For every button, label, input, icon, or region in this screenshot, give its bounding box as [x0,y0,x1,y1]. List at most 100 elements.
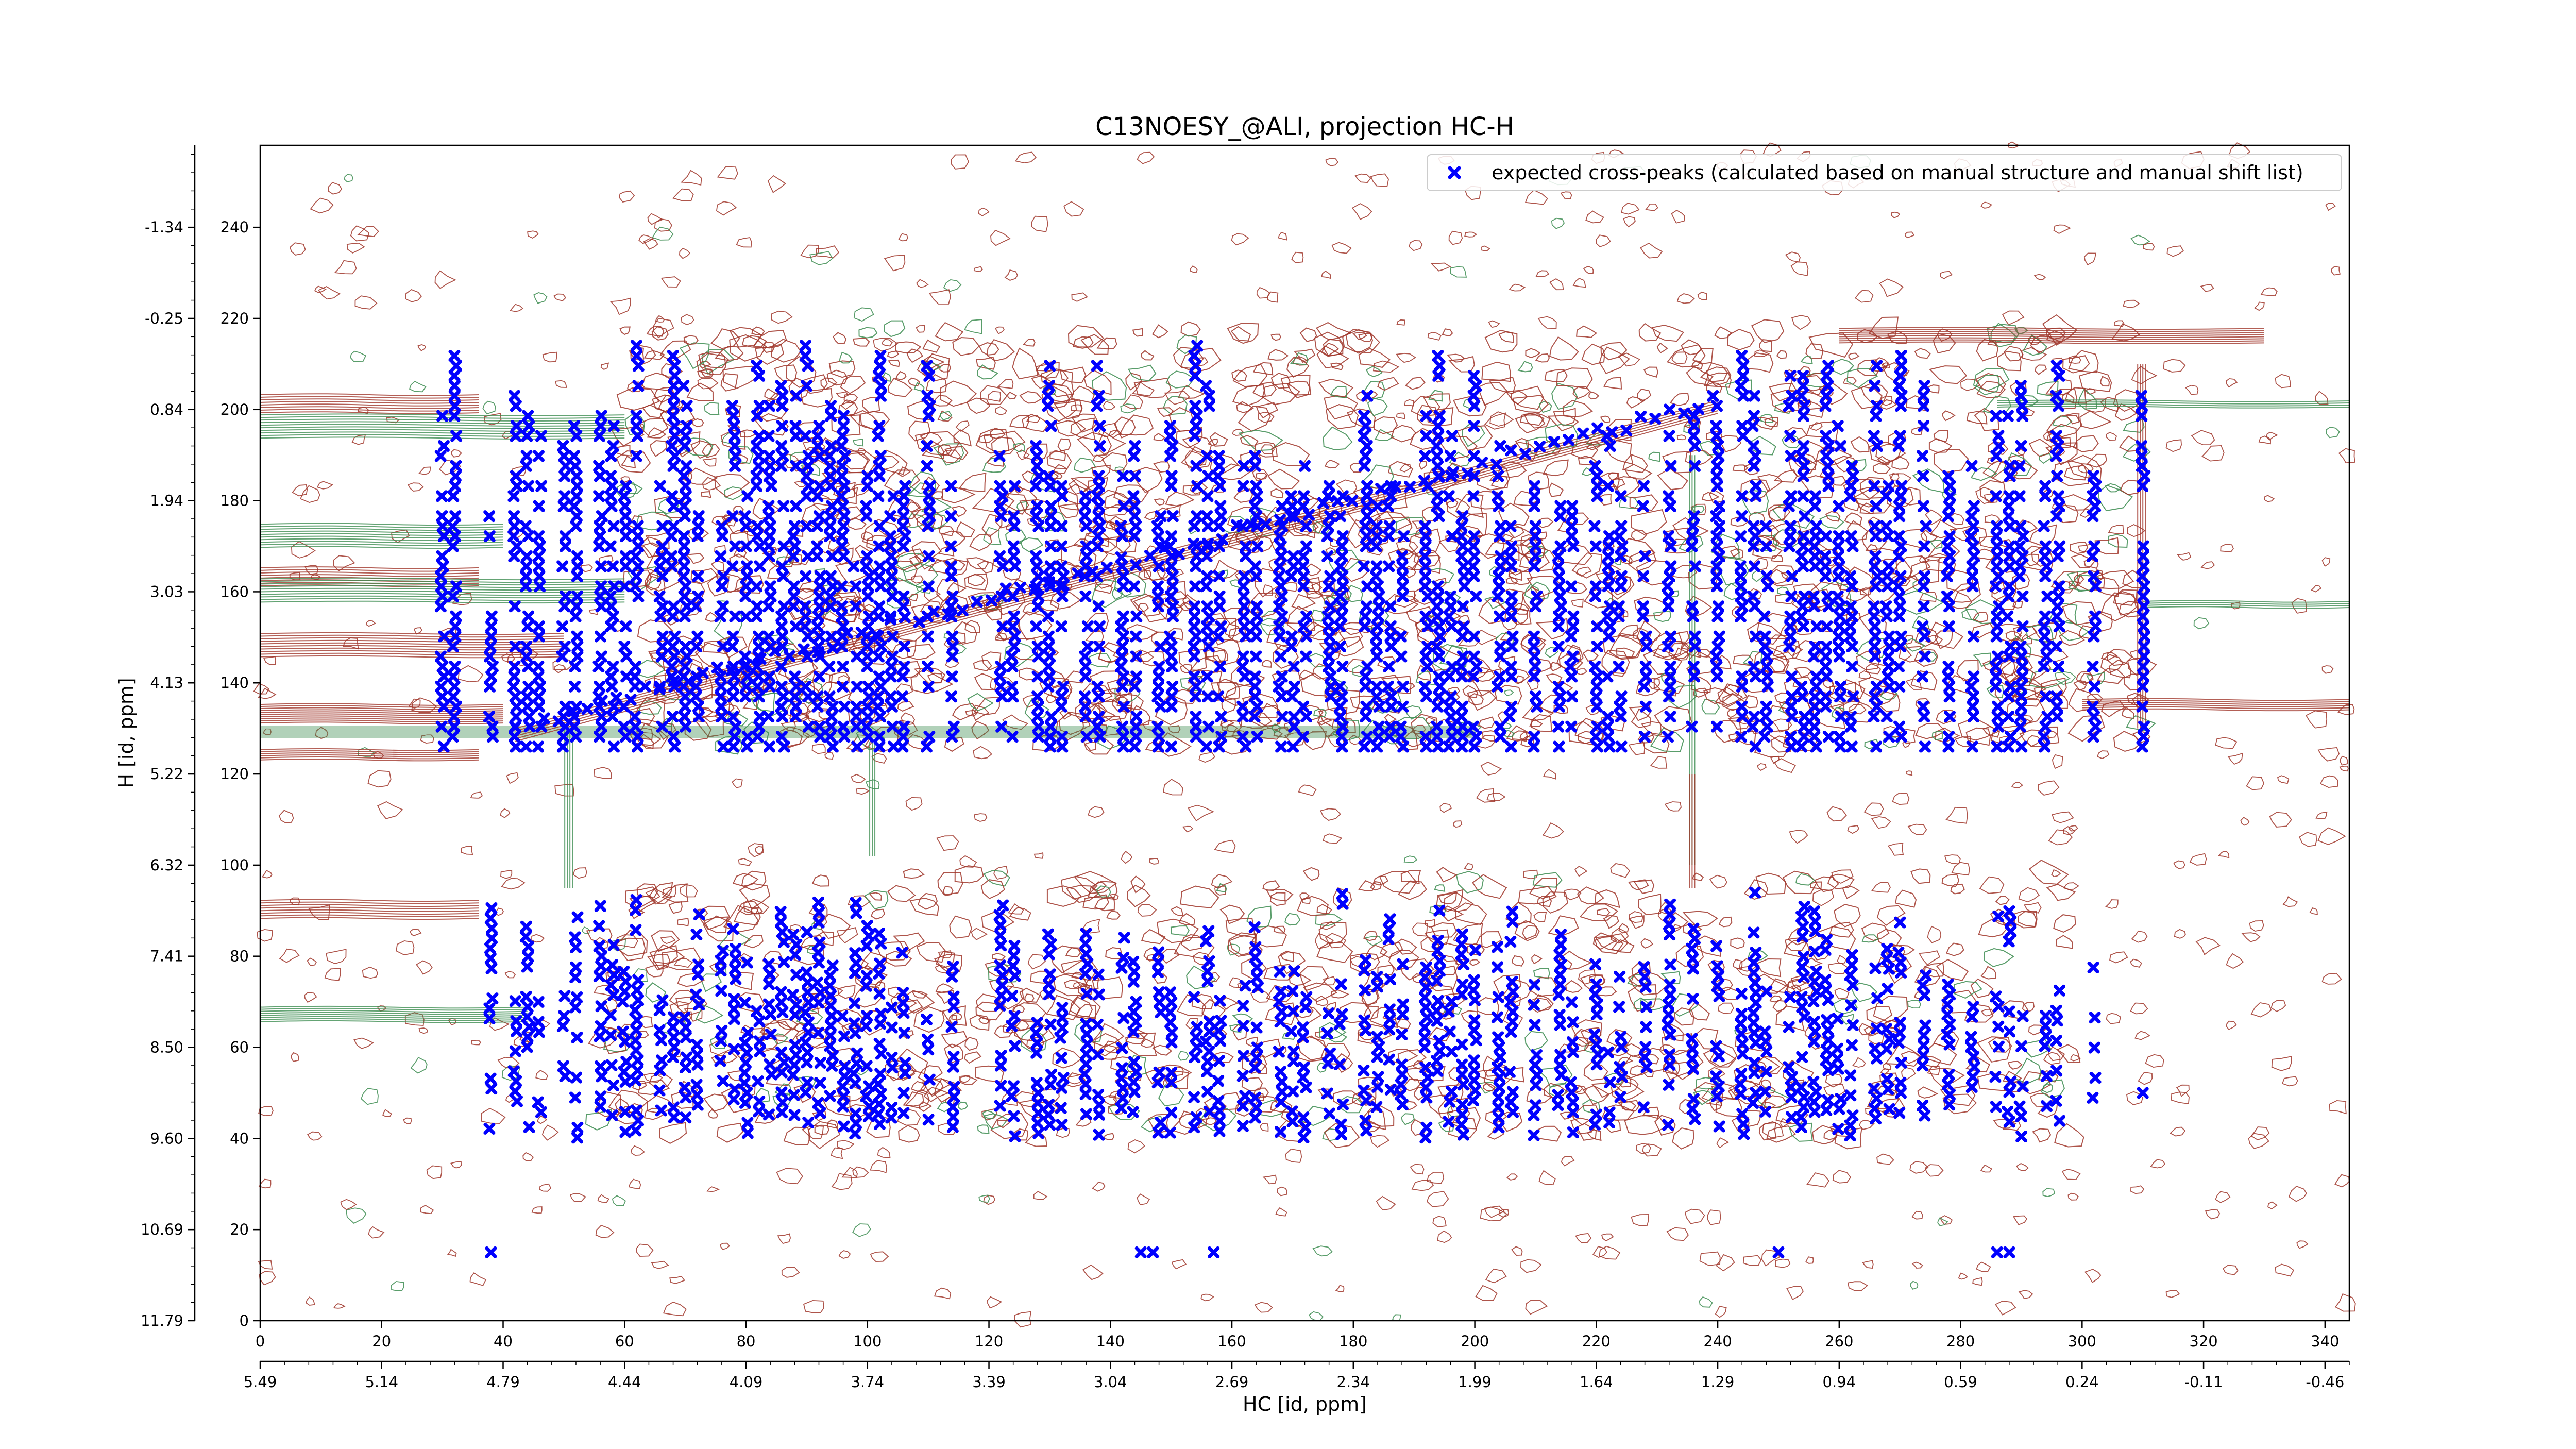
contour-streak [260,912,479,915]
contour-streak [260,403,479,407]
cross-peak-marker [484,942,496,954]
contour-blob [2100,376,2110,387]
contour-blob [1832,1170,1852,1184]
contour-blob [2246,776,2265,790]
contour-blob [1299,327,1317,342]
contour-streak [260,650,564,653]
contour-blob [1342,622,1365,635]
contour-blob [715,346,744,361]
contour-blob [1617,624,1638,637]
contour-blob [1180,885,1219,908]
contour-blob [1984,514,2001,524]
contour-blob [1508,567,1522,581]
contour-blob [1637,388,1652,402]
contour-blob [1918,950,1941,966]
contour-blob [2149,1159,2166,1169]
contour-blob [501,878,526,890]
contour-blob [1151,631,1168,647]
contour-blob [990,229,1011,246]
contour-blob [975,1001,1004,1021]
cross-peak-marker [449,660,461,672]
cross-peak-marker [560,460,572,472]
contour-blob [1241,710,1273,729]
cross-peak-marker [520,641,533,653]
contour-blob [1740,490,1769,515]
contour-blob [1036,362,1060,379]
cross-peak-marker [571,1132,583,1144]
contour-blob [1083,369,1112,395]
cross-peak-marker [568,450,580,462]
contour-blob [1769,507,1787,522]
contour-blob [1330,362,1344,370]
contour-blob [482,400,496,415]
contour-blob [2176,1084,2190,1097]
contour-blob [835,391,849,398]
contour-blob [652,226,674,241]
contour-blob [1342,329,1380,354]
contour-blob [1671,209,1685,224]
diagonal-ridge [515,410,1718,739]
contour-blob [1825,511,1841,522]
contour-blob [651,326,669,341]
contour-blob [1532,872,1563,888]
contour-streak [260,909,479,913]
contour-blob [2334,1174,2350,1188]
contour-blob [905,1090,930,1108]
cross-peak-marker [533,690,545,703]
cross-peak-marker [437,560,449,572]
contour-blob [533,292,548,304]
contour-blob [628,1178,641,1189]
contour-blob [2226,953,2244,969]
contour-blob [447,1249,457,1257]
contour-blob [1363,1005,1379,1020]
contour-blob [1065,885,1099,903]
contour-blob [1642,1143,1662,1157]
contour-blob [1972,1277,1983,1286]
contour-blob [1902,741,1910,748]
contour-blob [1178,1051,1189,1061]
contour-blob [1109,894,1119,901]
cross-peak-marker [447,490,460,502]
cross-peak-marker [521,1010,533,1023]
contour-blob [1126,1055,1147,1076]
contour-blob [668,901,683,914]
contour-blob [2193,617,2210,630]
contour-blob [1369,881,1382,891]
contour-blob [719,1242,731,1250]
contour-blob [1752,535,1778,551]
cross-peak-marker [534,540,546,552]
cross-peak-marker [595,1000,607,1013]
cross-peak-marker [595,580,607,593]
contour-blob [1219,904,1245,924]
contour-blob [1004,269,1019,281]
contour-blob [1225,917,1256,938]
contour-streak [260,652,564,656]
contour-blob [2054,1123,2084,1148]
contour-blob [803,1300,824,1313]
contour-blob [1464,863,1473,870]
contour-blob [1891,211,1901,218]
contour-streak [260,899,479,902]
cross-peak-marker [484,680,496,693]
cross-peak-marker [571,911,584,923]
contour-blob [941,530,966,551]
contour-blob [1403,855,1418,863]
contour-blob [1934,630,1953,650]
cross-peak-marker [435,720,448,733]
contour-blob [1527,576,1562,598]
contour-blob [1664,801,1682,812]
contour-blob [1478,716,1495,729]
contour-blob [944,446,969,460]
contour-blob [1486,793,1506,801]
contour-blob [1127,885,1151,907]
contour-streak [260,421,625,424]
contour-blob [1774,758,1796,773]
contour-blob [1091,464,1111,480]
contour-blob [1436,867,1458,883]
cross-peak-marker [484,952,497,965]
contour-blob [1352,331,1367,340]
contour-blob [1531,954,1543,965]
cross-peak-marker [557,500,570,512]
contour-blob [1618,352,1640,367]
contour-blob [2241,932,2261,942]
